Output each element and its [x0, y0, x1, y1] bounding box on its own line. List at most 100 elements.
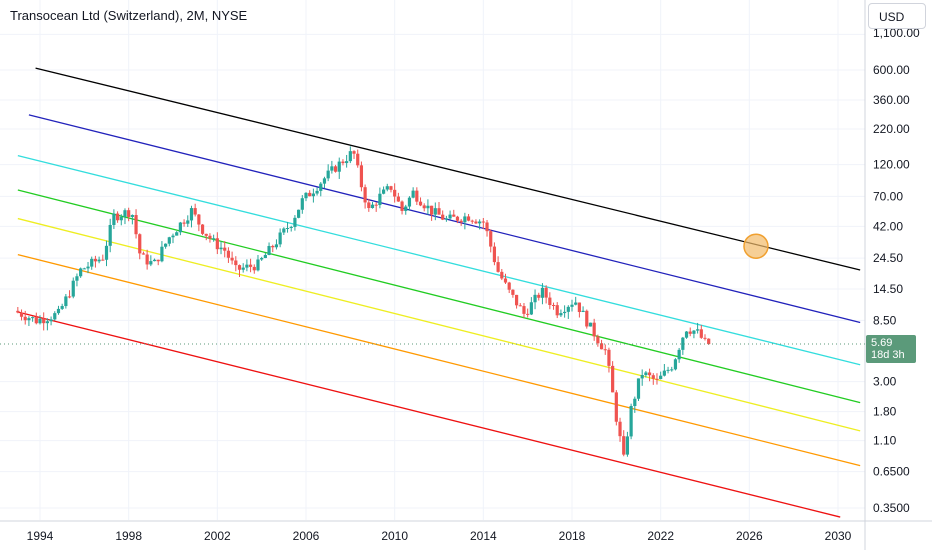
candle-body	[548, 297, 552, 305]
y-tick-label: 14.50	[873, 282, 903, 296]
candle-body	[263, 254, 267, 259]
candle-body	[108, 224, 112, 246]
candle-body	[333, 166, 338, 172]
candle-body	[629, 406, 633, 437]
candle-body	[53, 313, 57, 320]
candle-body	[603, 349, 607, 351]
candle-body	[322, 178, 327, 184]
x-tick-label: 1998	[115, 529, 142, 543]
x-tick-label: 2018	[559, 529, 586, 543]
candle-body	[45, 321, 49, 324]
candle-body	[234, 260, 238, 266]
candle-body	[518, 305, 522, 307]
candle-body	[537, 294, 541, 298]
bar-countdown: 18d 3h	[871, 349, 905, 361]
candle-body	[433, 208, 437, 215]
x-tick-label: 2006	[293, 529, 320, 543]
candle-body	[19, 312, 24, 317]
candle-body	[688, 331, 692, 334]
channel-line-3	[17, 189, 861, 404]
channel-line-1	[28, 114, 861, 324]
candle-body	[34, 317, 38, 324]
candle-body	[455, 216, 460, 221]
candle-body	[82, 268, 86, 270]
candle-body	[673, 359, 678, 370]
candle-body	[16, 310, 20, 313]
channel-line-0	[35, 67, 861, 271]
candle-body	[86, 266, 90, 269]
candle-body	[577, 302, 581, 313]
candle-body	[437, 208, 441, 215]
candle-body	[570, 304, 574, 307]
candle-body	[215, 238, 219, 250]
candle-body	[681, 337, 685, 350]
candle-body	[492, 246, 497, 263]
candle-body	[470, 220, 474, 222]
candle-body	[42, 318, 46, 324]
x-tick-label: 2002	[204, 529, 231, 543]
candle-body	[267, 245, 271, 255]
candle-body	[699, 329, 703, 338]
candle-body	[293, 217, 297, 227]
y-tick-label: 0.3500	[873, 501, 910, 515]
last-price-badge: 5.69 18d 3h	[866, 335, 916, 363]
candle-body	[304, 192, 308, 199]
candle-body	[592, 322, 596, 337]
candle-body	[186, 220, 190, 224]
candle-body	[149, 261, 153, 265]
chart-title: Transocean Ltd (Switzerland), 2M, NYSE	[10, 8, 248, 23]
candle-body	[248, 264, 253, 267]
candle-body	[337, 161, 341, 172]
candle-body	[175, 232, 179, 236]
candle-body	[56, 308, 61, 314]
candle-body	[200, 224, 205, 234]
y-tick-label: 1.10	[873, 434, 897, 448]
candle-body	[241, 267, 245, 270]
candle-body	[404, 206, 408, 211]
candle-body	[23, 316, 27, 321]
x-tick-label: 2026	[736, 529, 763, 543]
currency-button[interactable]: USD	[868, 3, 926, 29]
y-axis-labels: 1,100.00 600.00 360.00 220.00 120.00 70.00 42.…	[873, 26, 920, 515]
candle-body	[171, 235, 175, 238]
y-tick-label: 42.00	[873, 219, 903, 233]
candle-body	[178, 222, 182, 233]
candle-body	[588, 322, 593, 327]
candle-body	[555, 305, 559, 316]
candle-body	[49, 319, 53, 322]
y-tick-label: 360.00	[873, 93, 910, 107]
candle-body	[145, 254, 149, 265]
y-tick-label: 24.50	[873, 251, 903, 265]
candle-body	[219, 247, 223, 250]
candle-body	[315, 190, 319, 194]
candle-body	[599, 343, 604, 350]
candle-body	[503, 278, 508, 283]
candle-body	[533, 294, 537, 303]
candle-body	[522, 306, 526, 314]
candle-body	[75, 276, 79, 281]
candle-body	[696, 329, 700, 331]
candle-body	[677, 349, 681, 360]
y-tick-label: 220.00	[873, 122, 910, 136]
candle-body	[138, 234, 142, 254]
y-tick-label: 120.00	[873, 158, 910, 172]
candle-body	[285, 228, 290, 230]
y-tick-label: 1.80	[873, 405, 897, 419]
candle-body	[226, 250, 231, 258]
candle-body	[90, 258, 94, 267]
candle-body	[385, 186, 389, 190]
candle-body	[212, 238, 216, 240]
candle-body	[197, 214, 201, 225]
candle-body	[60, 306, 64, 309]
candle-body	[666, 369, 670, 371]
y-tick-label: 8.50	[873, 313, 897, 327]
candle-body	[278, 232, 282, 245]
x-tick-label: 2030	[825, 529, 852, 543]
candle-body	[252, 266, 256, 271]
candle-body	[662, 370, 666, 376]
candle-body	[308, 192, 312, 197]
candle-body	[193, 208, 197, 215]
channel-lines	[17, 67, 861, 518]
